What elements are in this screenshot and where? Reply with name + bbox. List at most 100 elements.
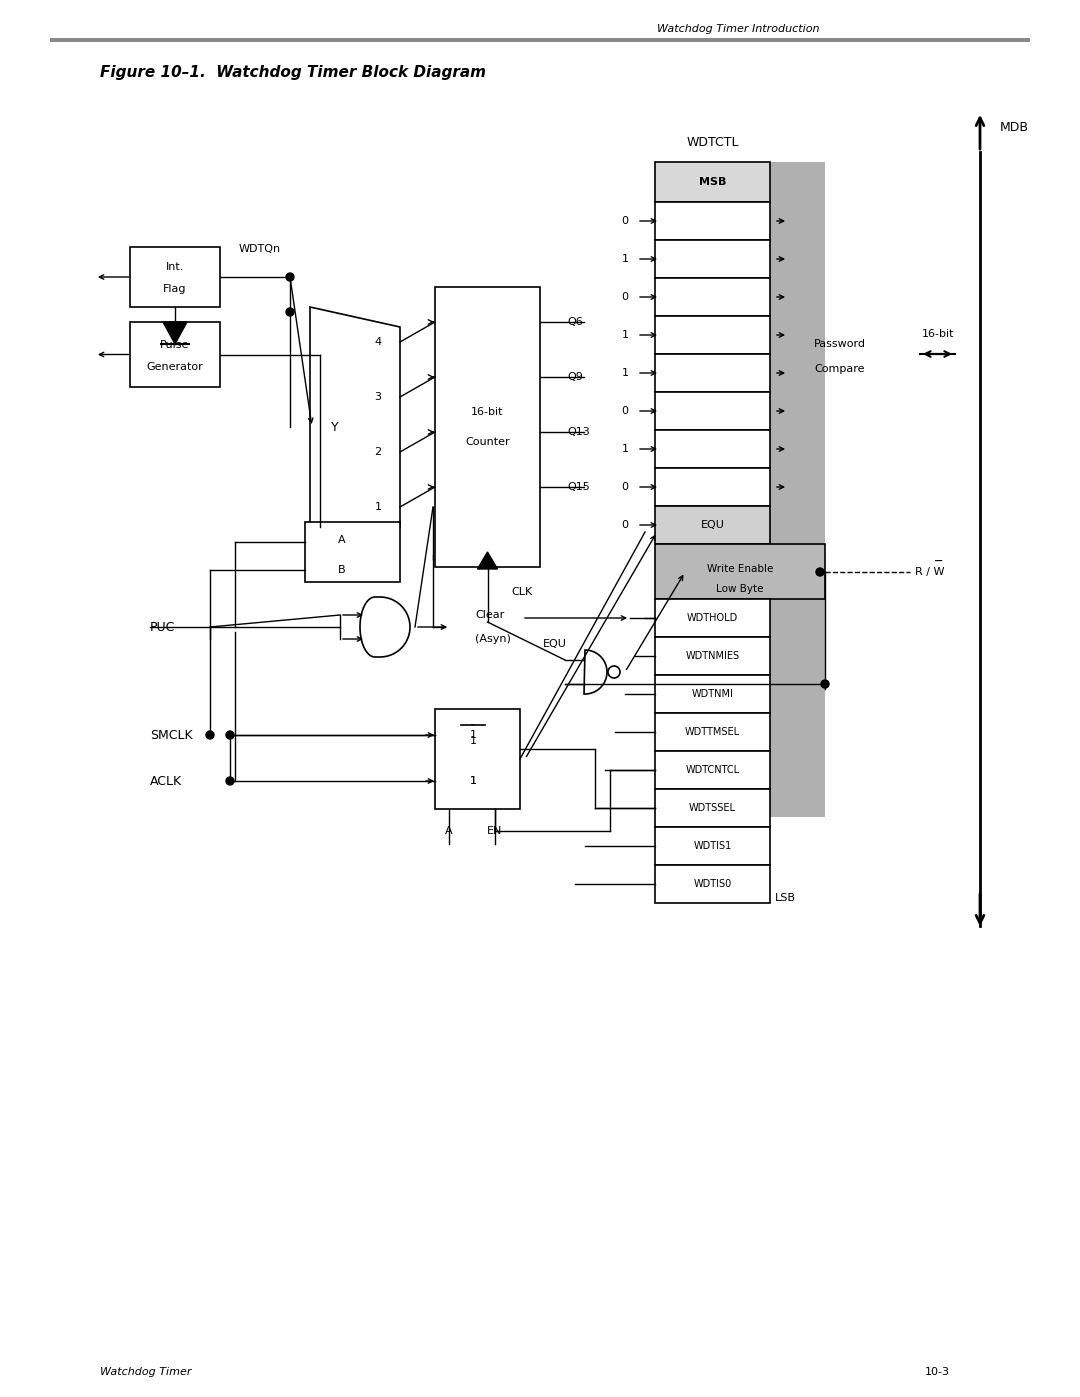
Text: Counter: Counter bbox=[465, 437, 510, 447]
Text: Compare: Compare bbox=[814, 365, 865, 374]
FancyBboxPatch shape bbox=[654, 712, 770, 752]
Text: LSB: LSB bbox=[774, 893, 796, 902]
Text: Q15: Q15 bbox=[567, 482, 590, 492]
Text: 1: 1 bbox=[621, 367, 629, 379]
Text: 0: 0 bbox=[621, 217, 629, 226]
Circle shape bbox=[226, 777, 234, 785]
FancyBboxPatch shape bbox=[654, 468, 770, 506]
Text: WDTNMIES: WDTNMIES bbox=[686, 651, 740, 661]
Text: MDB: MDB bbox=[1000, 120, 1029, 134]
Text: A: A bbox=[338, 535, 346, 545]
FancyBboxPatch shape bbox=[654, 789, 770, 827]
Text: WDTCTL: WDTCTL bbox=[686, 136, 739, 148]
FancyBboxPatch shape bbox=[435, 710, 519, 809]
FancyBboxPatch shape bbox=[654, 827, 770, 865]
Text: WDTHOLD: WDTHOLD bbox=[687, 613, 738, 623]
Text: Int.: Int. bbox=[166, 263, 185, 272]
Circle shape bbox=[608, 666, 620, 678]
Circle shape bbox=[206, 731, 214, 739]
Text: ACLK: ACLK bbox=[150, 774, 183, 788]
FancyBboxPatch shape bbox=[130, 247, 220, 307]
FancyBboxPatch shape bbox=[654, 278, 770, 316]
Circle shape bbox=[226, 731, 234, 739]
FancyBboxPatch shape bbox=[654, 353, 770, 393]
Text: Watchdog Timer: Watchdog Timer bbox=[100, 1368, 191, 1377]
FancyBboxPatch shape bbox=[654, 162, 825, 817]
FancyBboxPatch shape bbox=[130, 321, 220, 387]
Text: MSB: MSB bbox=[699, 177, 726, 187]
Circle shape bbox=[286, 307, 294, 316]
Text: CLK: CLK bbox=[512, 587, 534, 597]
Text: 16-bit: 16-bit bbox=[471, 407, 503, 416]
FancyBboxPatch shape bbox=[654, 393, 770, 430]
FancyBboxPatch shape bbox=[654, 506, 770, 543]
Text: Write Enable: Write Enable bbox=[706, 564, 773, 574]
Text: Watchdog Timer Introduction: Watchdog Timer Introduction bbox=[658, 24, 820, 34]
Text: EQU: EQU bbox=[701, 520, 725, 529]
Text: A: A bbox=[445, 826, 453, 835]
Text: 2: 2 bbox=[375, 447, 381, 457]
Text: 1: 1 bbox=[621, 444, 629, 454]
FancyBboxPatch shape bbox=[654, 637, 770, 675]
FancyBboxPatch shape bbox=[654, 675, 770, 712]
Polygon shape bbox=[360, 597, 410, 657]
Text: WDTSSEL: WDTSSEL bbox=[689, 803, 735, 813]
Text: Generator: Generator bbox=[147, 362, 203, 372]
FancyBboxPatch shape bbox=[435, 286, 540, 567]
Text: Y: Y bbox=[332, 420, 339, 433]
Text: 1: 1 bbox=[621, 254, 629, 264]
Circle shape bbox=[821, 680, 829, 687]
Text: (Asyn): (Asyn) bbox=[475, 634, 511, 644]
Text: WDTTMSEL: WDTTMSEL bbox=[685, 726, 740, 738]
Text: Low Byte: Low Byte bbox=[716, 584, 764, 594]
Text: 0: 0 bbox=[621, 482, 629, 492]
Text: 1: 1 bbox=[470, 731, 476, 740]
FancyBboxPatch shape bbox=[654, 203, 770, 240]
FancyBboxPatch shape bbox=[654, 599, 770, 637]
Circle shape bbox=[816, 569, 824, 576]
FancyBboxPatch shape bbox=[50, 38, 1030, 42]
FancyBboxPatch shape bbox=[654, 865, 770, 902]
Text: WDTIS0: WDTIS0 bbox=[693, 879, 731, 888]
Text: Password: Password bbox=[814, 339, 866, 349]
Text: R / W: R / W bbox=[915, 567, 945, 577]
Text: 0: 0 bbox=[621, 292, 629, 302]
Text: Q9: Q9 bbox=[567, 372, 583, 381]
Circle shape bbox=[286, 272, 294, 281]
Text: 0: 0 bbox=[621, 520, 629, 529]
Text: B: B bbox=[338, 564, 346, 576]
Text: Q13: Q13 bbox=[567, 427, 590, 437]
Text: 16-bit: 16-bit bbox=[921, 330, 955, 339]
FancyBboxPatch shape bbox=[654, 240, 770, 278]
FancyBboxPatch shape bbox=[654, 752, 770, 789]
Polygon shape bbox=[310, 307, 400, 548]
Text: Flag: Flag bbox=[163, 284, 187, 293]
Text: 10-3: 10-3 bbox=[924, 1368, 950, 1377]
Text: WDTNMI: WDTNMI bbox=[691, 689, 733, 698]
Text: WDTQn: WDTQn bbox=[239, 244, 281, 254]
Text: WDTCNTCL: WDTCNTCL bbox=[686, 766, 740, 775]
Text: ¯
1: ¯ 1 bbox=[470, 724, 476, 746]
Polygon shape bbox=[163, 321, 187, 344]
Text: EQU: EQU bbox=[543, 638, 567, 650]
Text: Pulse: Pulse bbox=[160, 339, 190, 349]
Text: 3: 3 bbox=[375, 393, 381, 402]
FancyBboxPatch shape bbox=[654, 430, 770, 468]
Text: 4: 4 bbox=[375, 337, 381, 346]
Text: 1: 1 bbox=[470, 775, 476, 787]
FancyBboxPatch shape bbox=[654, 162, 770, 203]
Text: PUC: PUC bbox=[150, 620, 175, 633]
Text: 1: 1 bbox=[621, 330, 629, 339]
FancyBboxPatch shape bbox=[305, 522, 400, 583]
Polygon shape bbox=[477, 552, 498, 569]
Text: WDTIS1: WDTIS1 bbox=[693, 841, 731, 851]
Polygon shape bbox=[584, 650, 607, 694]
Text: 0: 0 bbox=[621, 407, 629, 416]
Text: EN: EN bbox=[487, 826, 502, 835]
Text: SMCLK: SMCLK bbox=[150, 728, 192, 742]
FancyBboxPatch shape bbox=[654, 543, 825, 599]
FancyBboxPatch shape bbox=[654, 316, 770, 353]
Text: 1: 1 bbox=[470, 775, 476, 787]
Text: Clear: Clear bbox=[475, 610, 504, 620]
Text: Q6: Q6 bbox=[567, 317, 583, 327]
